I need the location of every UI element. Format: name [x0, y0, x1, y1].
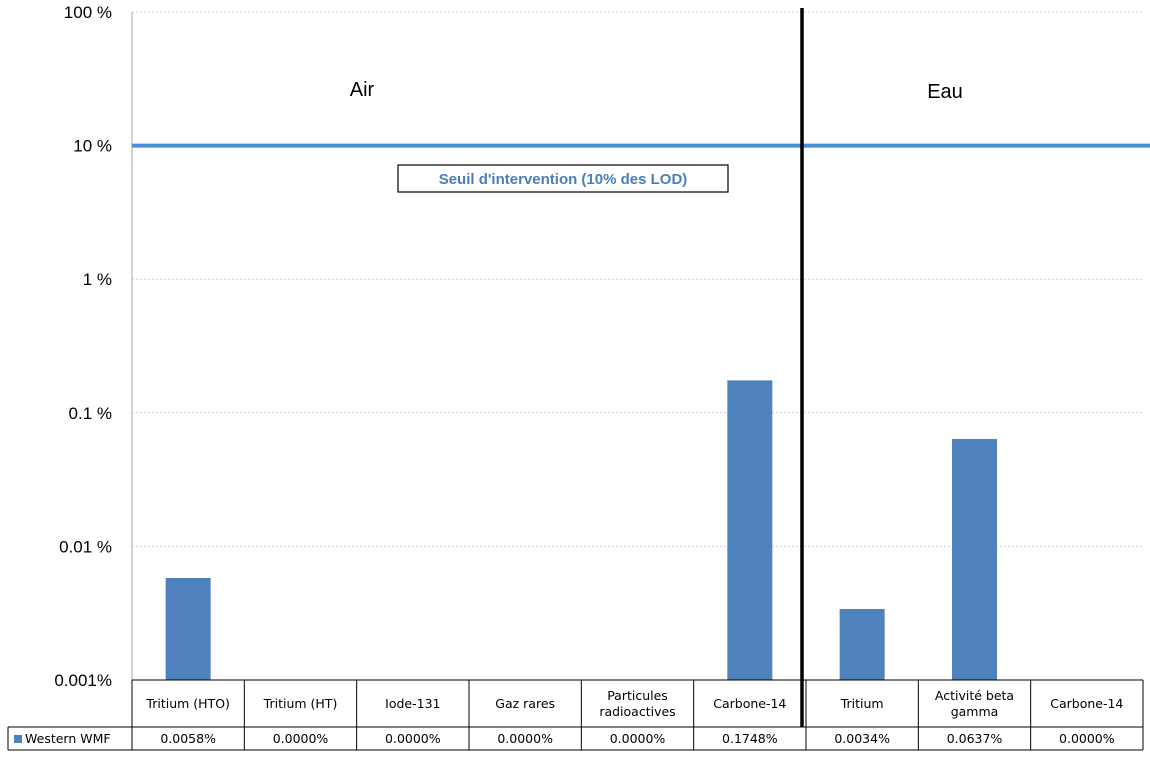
category-label: Gaz rares	[495, 696, 555, 711]
y-axis: 100 % 10 % 1 % 0.1 % 0.01 % 0.001%	[54, 3, 112, 690]
category-label: radioactives	[599, 704, 675, 719]
threshold-label-box	[397, 164, 729, 193]
legend-series-name: Western WMF	[25, 731, 111, 746]
category-label: Tritium (HTO)	[145, 696, 229, 711]
bar	[165, 578, 211, 680]
category-label: Iode-131	[385, 696, 440, 711]
value-label: 0.0637%	[947, 731, 1003, 746]
bar	[727, 380, 773, 680]
value-label: 0.0000%	[1059, 731, 1115, 746]
category-label: Tritium (HT)	[263, 696, 338, 711]
y-tick-label: 100 %	[64, 3, 112, 22]
y-tick-label: 0.001%	[54, 671, 112, 690]
y-tick-label: 0.01 %	[59, 537, 112, 556]
category-label: Tritium	[840, 696, 884, 711]
category-label: gamma	[951, 704, 999, 719]
y-tick-label: 1 %	[83, 270, 112, 289]
category-label: Activité beta	[935, 688, 1014, 703]
category-label: Particules	[607, 688, 668, 703]
category-label: Carbone-14	[713, 696, 786, 711]
y-tick-label: 0.1 %	[69, 404, 112, 423]
bar	[839, 608, 885, 680]
value-label: 0.0000%	[273, 731, 329, 746]
bar	[952, 438, 997, 680]
regions: Air Eau	[350, 8, 963, 727]
value-label: 0.0058%	[160, 731, 216, 746]
region-label-air: Air	[350, 79, 375, 101]
threshold-label: Seuil d'intervention (10% des LOD)	[439, 171, 688, 188]
bars	[165, 380, 997, 680]
value-label: 0.1748%	[722, 731, 778, 746]
region-label-eau: Eau	[927, 81, 963, 103]
data-table: Tritium (HTO) Tritium (HT) Iode-131 Gaz rar…	[7, 679, 1144, 751]
y-tick-label: 10 %	[73, 137, 112, 156]
value-label: 0.0000%	[497, 731, 553, 746]
value-label: 0.0034%	[834, 731, 890, 746]
category-label: Carbone-14	[1050, 696, 1123, 711]
threshold-group: Seuil d'intervention (10% des LOD)	[132, 143, 1150, 193]
legend-swatch	[14, 735, 22, 743]
value-label: 0.0000%	[610, 731, 666, 746]
value-label: 0.0000%	[385, 731, 441, 746]
